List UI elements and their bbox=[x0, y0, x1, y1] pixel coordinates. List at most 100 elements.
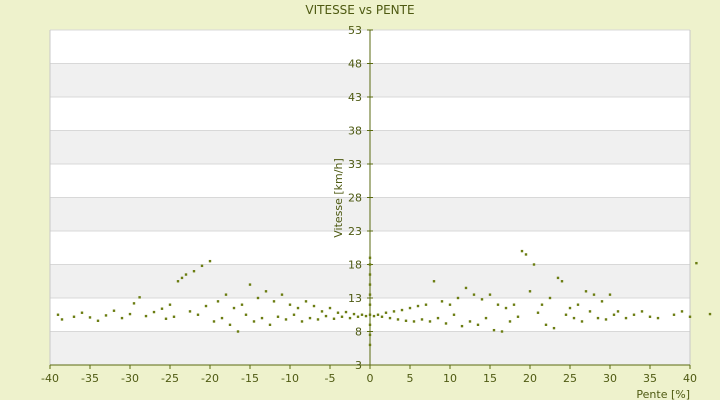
data-point bbox=[496, 303, 500, 306]
data-point bbox=[224, 293, 228, 296]
x-tick-label: 15 bbox=[483, 372, 497, 385]
chart-title: VITESSE vs PENTE bbox=[305, 3, 414, 17]
data-point bbox=[304, 300, 308, 303]
data-point bbox=[472, 293, 476, 296]
data-point bbox=[264, 290, 268, 293]
data-point bbox=[276, 315, 280, 318]
data-point bbox=[292, 313, 296, 316]
data-point bbox=[324, 314, 328, 318]
data-point bbox=[56, 313, 60, 316]
data-point bbox=[476, 323, 480, 326]
data-point bbox=[244, 313, 248, 316]
data-point bbox=[80, 311, 84, 314]
data-point bbox=[208, 259, 212, 263]
y-tick-label: 43 bbox=[348, 91, 362, 104]
data-point bbox=[368, 323, 372, 326]
data-point bbox=[480, 298, 484, 301]
data-point bbox=[144, 314, 148, 318]
x-tick-label: -30 bbox=[121, 372, 139, 385]
x-tick-label: 25 bbox=[563, 372, 577, 385]
x-tick-label: -5 bbox=[325, 372, 336, 385]
data-point bbox=[556, 276, 560, 280]
data-point bbox=[400, 308, 404, 312]
data-point bbox=[152, 310, 156, 314]
data-point bbox=[656, 316, 660, 320]
data-point bbox=[200, 264, 204, 268]
data-point bbox=[296, 306, 300, 310]
y-tick-label: 3 bbox=[355, 359, 362, 372]
data-point bbox=[216, 300, 220, 303]
data-point bbox=[560, 280, 564, 283]
data-point bbox=[184, 273, 188, 276]
data-point bbox=[576, 303, 580, 306]
x-tick-label: 0 bbox=[367, 372, 374, 385]
data-point bbox=[596, 316, 600, 320]
data-point bbox=[300, 320, 304, 323]
data-point bbox=[672, 313, 676, 316]
data-point bbox=[588, 310, 592, 313]
data-point bbox=[532, 263, 536, 266]
x-tick-label: 30 bbox=[603, 372, 617, 385]
data-point bbox=[272, 300, 276, 303]
data-point bbox=[516, 315, 520, 318]
y-tick-label: 48 bbox=[348, 58, 362, 71]
data-point bbox=[352, 312, 356, 316]
data-point bbox=[488, 293, 492, 296]
data-point bbox=[388, 316, 392, 320]
data-point bbox=[328, 306, 332, 310]
data-point bbox=[372, 314, 376, 318]
tick-labels: -40 -35 -30 -25 -20 -15 -10 -5 0 5 10 15 20 25 30 35 40 3… bbox=[41, 24, 697, 385]
data-point bbox=[168, 303, 172, 306]
data-point bbox=[188, 310, 192, 313]
data-point bbox=[616, 310, 620, 313]
data-points bbox=[56, 249, 712, 347]
data-point bbox=[192, 270, 196, 273]
data-point bbox=[500, 330, 504, 333]
data-point bbox=[172, 315, 176, 318]
data-point bbox=[468, 320, 472, 323]
x-axis-label: Pente [%] bbox=[636, 388, 690, 400]
data-point bbox=[88, 316, 92, 319]
data-point bbox=[640, 310, 644, 313]
data-point bbox=[308, 316, 312, 320]
x-tick-label: -25 bbox=[161, 372, 179, 385]
data-point bbox=[212, 320, 216, 323]
data-point bbox=[228, 323, 232, 326]
data-point bbox=[360, 313, 364, 316]
data-point bbox=[368, 343, 372, 347]
data-point bbox=[252, 320, 256, 323]
data-point bbox=[460, 324, 464, 328]
x-tick-label: -20 bbox=[201, 372, 219, 385]
data-point bbox=[484, 316, 488, 320]
data-point bbox=[608, 293, 612, 296]
data-point bbox=[220, 316, 224, 320]
data-point bbox=[336, 311, 340, 314]
data-point bbox=[240, 303, 244, 306]
data-point bbox=[72, 315, 76, 318]
data-point bbox=[440, 300, 444, 303]
data-point bbox=[368, 303, 372, 306]
data-point bbox=[492, 328, 496, 332]
data-point bbox=[412, 320, 416, 323]
data-point bbox=[368, 273, 372, 276]
x-tick-label: -10 bbox=[281, 372, 299, 385]
data-point bbox=[384, 311, 388, 314]
x-tick-label: -15 bbox=[241, 372, 259, 385]
x-tick-label: 35 bbox=[643, 372, 657, 385]
data-point bbox=[448, 303, 452, 306]
data-point bbox=[612, 313, 616, 316]
data-point bbox=[632, 313, 636, 316]
data-point bbox=[128, 312, 132, 316]
data-point bbox=[572, 316, 576, 320]
data-point bbox=[404, 319, 408, 322]
data-point bbox=[528, 290, 532, 293]
data-point bbox=[548, 296, 552, 300]
data-point bbox=[376, 313, 380, 316]
data-point bbox=[396, 318, 400, 321]
data-point bbox=[112, 309, 116, 312]
y-tick-label: 18 bbox=[348, 259, 362, 272]
data-point bbox=[132, 302, 136, 305]
data-point bbox=[564, 313, 568, 316]
